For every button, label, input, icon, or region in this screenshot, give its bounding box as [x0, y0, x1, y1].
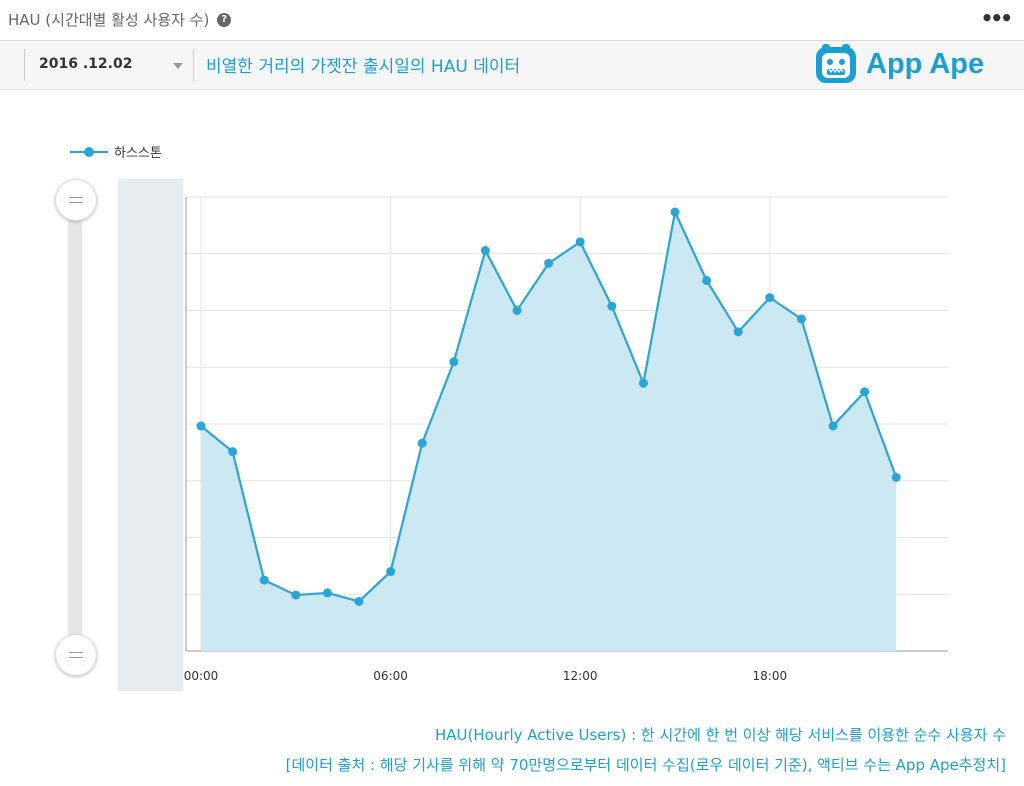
data-point [702, 275, 712, 285]
chart-legend[interactable]: 하스스톤 [70, 142, 162, 161]
date-dropdown-value: 2016 .12.02 [39, 56, 133, 72]
data-point [512, 305, 522, 315]
range-slider-top-handle[interactable] [55, 179, 97, 221]
data-point [765, 293, 775, 303]
data-point [607, 301, 617, 311]
more-options-icon[interactable]: ••• [980, 6, 1013, 30]
range-slider-bottom-handle[interactable] [55, 634, 97, 676]
data-point [417, 438, 427, 448]
data-point [891, 472, 901, 482]
chart-subtitle: 비열한 거리의 가젯잔 출시일의 HAU 데이터 [206, 57, 521, 77]
data-point [638, 378, 648, 388]
data-point [386, 567, 396, 577]
footnote-definition: HAU(Hourly Active Users) : 한 시간에 한 번 이상 … [434, 726, 1006, 744]
data-point [291, 590, 301, 600]
data-point [259, 575, 269, 585]
data-point [322, 588, 332, 598]
help-icon[interactable]: ? [217, 12, 232, 27]
range-slider-track[interactable] [68, 198, 82, 655]
panel-title: HAU (시간대별 활성 사용자 수) [8, 11, 210, 29]
data-point [796, 314, 806, 324]
x-tick-label: 00:00 [184, 669, 219, 683]
data-point [228, 447, 238, 457]
date-dropdown[interactable]: 2016 .12.02 [24, 49, 194, 81]
legend-series-marker [70, 146, 108, 157]
data-point [828, 421, 838, 431]
data-point [670, 207, 680, 217]
data-point [544, 258, 554, 268]
app-ape-logo-text: App Ape [866, 47, 985, 80]
data-point [860, 387, 870, 397]
data-point [196, 421, 206, 431]
legend-series-label: 하스스톤 [114, 146, 162, 161]
x-tick-label: 12:00 [563, 669, 598, 683]
panel-header: HAU (시간대별 활성 사용자 수) ? ••• [0, 0, 1024, 41]
x-tick-label: 06:00 [373, 669, 408, 683]
range-navigator-band [118, 179, 183, 691]
data-point [449, 357, 459, 367]
data-point [354, 596, 364, 606]
data-point [733, 327, 743, 337]
series-area-fill [201, 212, 897, 651]
data-point [575, 237, 585, 247]
x-tick-label: 18:00 [753, 669, 788, 683]
panel-title-group: HAU (시간대별 활성 사용자 수) ? [8, 9, 232, 30]
footnote-source: [데이터 출처 : 해당 기사를 위해 약 70만명으로부터 데이터 수집(로우… [285, 756, 1006, 774]
filter-bar: 2016 .12.02 비열한 거리의 가젯잔 출시일의 HAU 데이터 App… [0, 41, 1024, 90]
chevron-down-icon [173, 63, 183, 69]
app-ape-logo: App Ape [814, 42, 984, 86]
data-point [480, 246, 490, 256]
app-ape-logo-icon [816, 44, 856, 83]
